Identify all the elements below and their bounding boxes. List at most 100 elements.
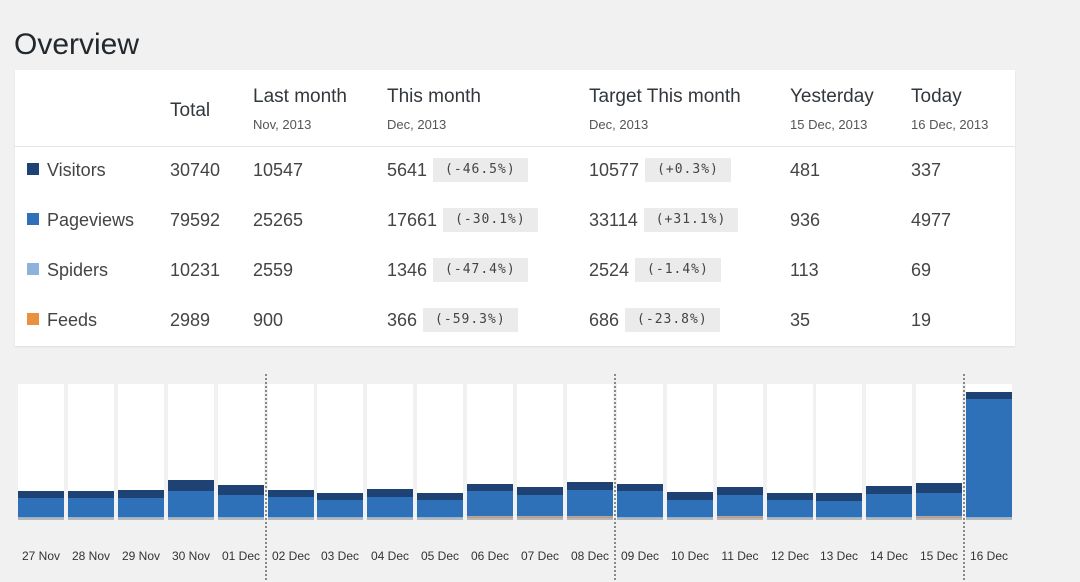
page-title: Overview xyxy=(14,28,140,61)
chart-baseline xyxy=(317,518,363,520)
table-row-feeds: Feeds 2989 900 366 (-59.3%) 686 (-23.8%) 3… xyxy=(15,305,1015,335)
chart-column-14-dec xyxy=(866,384,912,520)
bar-pageviews-16-dec xyxy=(966,399,1012,517)
chart-column-30-nov xyxy=(168,384,214,520)
x-tick-label: 13 Dec xyxy=(819,549,859,563)
target-percent: (-23.8%) xyxy=(625,308,720,333)
this-month-percent: (-59.3%) xyxy=(423,308,518,333)
cell-today: 19 xyxy=(911,310,932,330)
x-tick-label: 07 Dec xyxy=(520,549,560,563)
chart-baseline xyxy=(417,518,463,520)
header-yesterday-sub: 15 Dec, 2013 xyxy=(790,117,868,132)
chart-column-09-dec xyxy=(617,384,663,520)
table-row-pageviews: Pageviews 79592 25265 17661 (-30.1%) 3311… xyxy=(15,205,1015,235)
row-label: Feeds xyxy=(27,305,97,335)
chart-baseline xyxy=(767,518,813,520)
chart-baseline xyxy=(517,518,563,520)
x-tick-label: 29 Nov xyxy=(121,549,161,563)
chart-baseline xyxy=(866,518,912,520)
row-label: Spiders xyxy=(27,255,108,285)
x-tick-label: 03 Dec xyxy=(320,549,360,563)
bar-pageviews-14-dec xyxy=(866,494,912,517)
row-name: Pageviews xyxy=(47,210,135,230)
cell-yesterday: 35 xyxy=(790,310,811,330)
cell-last-month: 25265 xyxy=(253,210,304,230)
bar-pageviews-28-nov xyxy=(68,498,114,517)
bar-pageviews-01-dec xyxy=(218,495,264,517)
header-target-this-month: Target This month Dec, 2013 xyxy=(589,86,741,132)
x-tick-label: 27 Nov xyxy=(21,549,61,563)
header-today: Today 16 Dec, 2013 xyxy=(911,86,988,132)
bar-spiders-28-nov xyxy=(68,517,114,518)
cell-yesterday: 481 xyxy=(790,160,821,180)
chart-column-11-dec xyxy=(717,384,763,520)
bar-visitors-12-dec xyxy=(767,493,813,500)
this-month-value: 1346 xyxy=(387,260,428,280)
overview-table: Total Last month Nov, 2013 This month De… xyxy=(15,70,1015,346)
x-tick-label: 04 Dec xyxy=(370,549,410,563)
bar-pageviews-08-dec xyxy=(567,490,613,516)
chart-column-04-dec xyxy=(367,384,413,520)
chart-column-12-dec xyxy=(767,384,813,520)
bar-visitors-03-dec xyxy=(317,493,363,500)
target-percent: (+31.1%) xyxy=(643,208,739,233)
x-tick-label: 02 Dec xyxy=(271,549,311,563)
cell-target: 10577 (+0.3%) xyxy=(589,155,731,185)
this-month-value: 5641 xyxy=(387,160,428,180)
pageviews-swatch xyxy=(27,213,39,226)
bar-spiders-05-dec xyxy=(417,517,463,518)
bar-spiders-16-dec xyxy=(966,517,1012,518)
bar-spiders-27-nov xyxy=(18,517,64,518)
chart-baseline xyxy=(916,518,962,520)
header-yesterday-label: Yesterday xyxy=(790,86,874,107)
chart-column-29-nov xyxy=(118,384,164,520)
bar-visitors-28-nov xyxy=(68,491,114,498)
chart-baseline xyxy=(168,518,214,520)
bar-spiders-08-dec xyxy=(567,516,613,517)
cell-total: 30740 xyxy=(170,160,221,180)
cell-yesterday: 936 xyxy=(790,210,821,230)
bar-pageviews-29-nov xyxy=(118,498,164,517)
table-row-spiders: Spiders 10231 2559 1346 (-47.4%) 2524 (-1.… xyxy=(15,255,1015,285)
this-month-value: 17661 xyxy=(387,210,438,230)
bar-visitors-08-dec xyxy=(567,482,613,490)
x-tick-label: 01 Dec xyxy=(221,549,261,563)
chart-baseline xyxy=(118,518,164,520)
header-total: Total xyxy=(170,100,210,122)
bar-pageviews-11-dec xyxy=(717,495,763,516)
this-month-percent: (-46.5%) xyxy=(433,158,528,183)
chart-column-01-dec xyxy=(218,384,264,520)
cell-this-month: 5641 (-46.5%) xyxy=(387,155,528,185)
row-name: Feeds xyxy=(47,310,98,330)
chart-column-08-dec xyxy=(567,384,613,520)
chart-baseline xyxy=(218,518,264,520)
cell-yesterday: 113 xyxy=(790,260,819,280)
bar-pageviews-06-dec xyxy=(467,491,513,516)
chart-baseline xyxy=(717,518,763,520)
bar-spiders-01-dec xyxy=(218,517,264,518)
chart-column-02-dec xyxy=(268,384,314,520)
header-target-label: Target This month xyxy=(589,86,741,107)
daily-stats-chart: 27 Nov 28 Nov 29 Nov 30 Nov 01 Dec 02 Dec 03 D… xyxy=(0,360,1080,582)
header-today-sub: 16 Dec, 2013 xyxy=(911,117,989,132)
x-tick-label: 12 Dec xyxy=(770,549,810,563)
feeds-swatch xyxy=(27,313,39,326)
bar-visitors-15-dec xyxy=(916,483,962,493)
bar-spiders-29-nov xyxy=(118,517,164,518)
chart-baseline xyxy=(18,518,64,520)
bar-visitors-10-dec xyxy=(667,492,713,500)
cell-today: 4977 xyxy=(911,210,952,230)
cell-this-month: 1346 (-47.4%) xyxy=(387,255,528,285)
target-value: 686 xyxy=(589,310,620,330)
x-tick-label: 06 Dec xyxy=(470,549,510,563)
bar-feeds-08-dec xyxy=(567,517,613,518)
bar-visitors-16-dec xyxy=(966,392,1012,399)
chart-column-03-dec xyxy=(317,384,363,520)
target-value: 10577 xyxy=(589,160,640,180)
header-this-month-sub: Dec, 2013 xyxy=(387,117,447,132)
bar-pageviews-05-dec xyxy=(417,500,463,517)
chart-column-05-dec xyxy=(417,384,463,520)
chart-baseline xyxy=(367,518,413,520)
header-total-label: Total xyxy=(170,100,211,121)
bar-visitors-01-dec xyxy=(218,485,264,495)
